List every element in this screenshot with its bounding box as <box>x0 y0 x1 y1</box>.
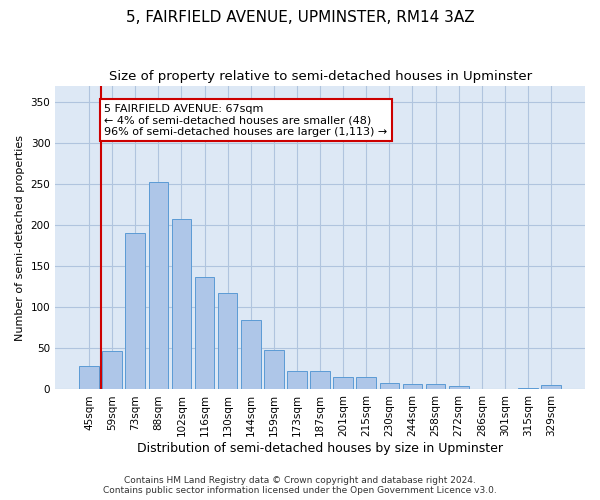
Bar <box>218 294 238 390</box>
Bar <box>495 388 515 390</box>
Bar <box>149 182 168 390</box>
Bar <box>264 350 284 390</box>
Bar <box>287 370 307 390</box>
Bar <box>172 220 191 390</box>
Text: 5, FAIRFIELD AVENUE, UPMINSTER, RM14 3AZ: 5, FAIRFIELD AVENUE, UPMINSTER, RM14 3AZ <box>125 10 475 25</box>
Text: Contains HM Land Registry data © Crown copyright and database right 2024.
Contai: Contains HM Land Registry data © Crown c… <box>103 476 497 495</box>
Bar <box>334 377 353 390</box>
Bar <box>241 320 260 390</box>
X-axis label: Distribution of semi-detached houses by size in Upminster: Distribution of semi-detached houses by … <box>137 442 503 455</box>
Bar <box>518 388 538 390</box>
Text: 5 FAIRFIELD AVENUE: 67sqm
← 4% of semi-detached houses are smaller (48)
96% of s: 5 FAIRFIELD AVENUE: 67sqm ← 4% of semi-d… <box>104 104 388 137</box>
Bar <box>356 377 376 390</box>
Bar <box>310 370 330 390</box>
Y-axis label: Number of semi-detached properties: Number of semi-detached properties <box>15 134 25 340</box>
Bar <box>103 351 122 390</box>
Bar <box>449 386 469 390</box>
Bar <box>541 386 561 390</box>
Bar <box>125 232 145 390</box>
Bar <box>79 366 99 390</box>
Bar <box>380 383 399 390</box>
Bar <box>403 384 422 390</box>
Title: Size of property relative to semi-detached houses in Upminster: Size of property relative to semi-detach… <box>109 70 532 83</box>
Bar <box>195 277 214 390</box>
Bar <box>426 384 445 390</box>
Bar <box>472 388 491 390</box>
